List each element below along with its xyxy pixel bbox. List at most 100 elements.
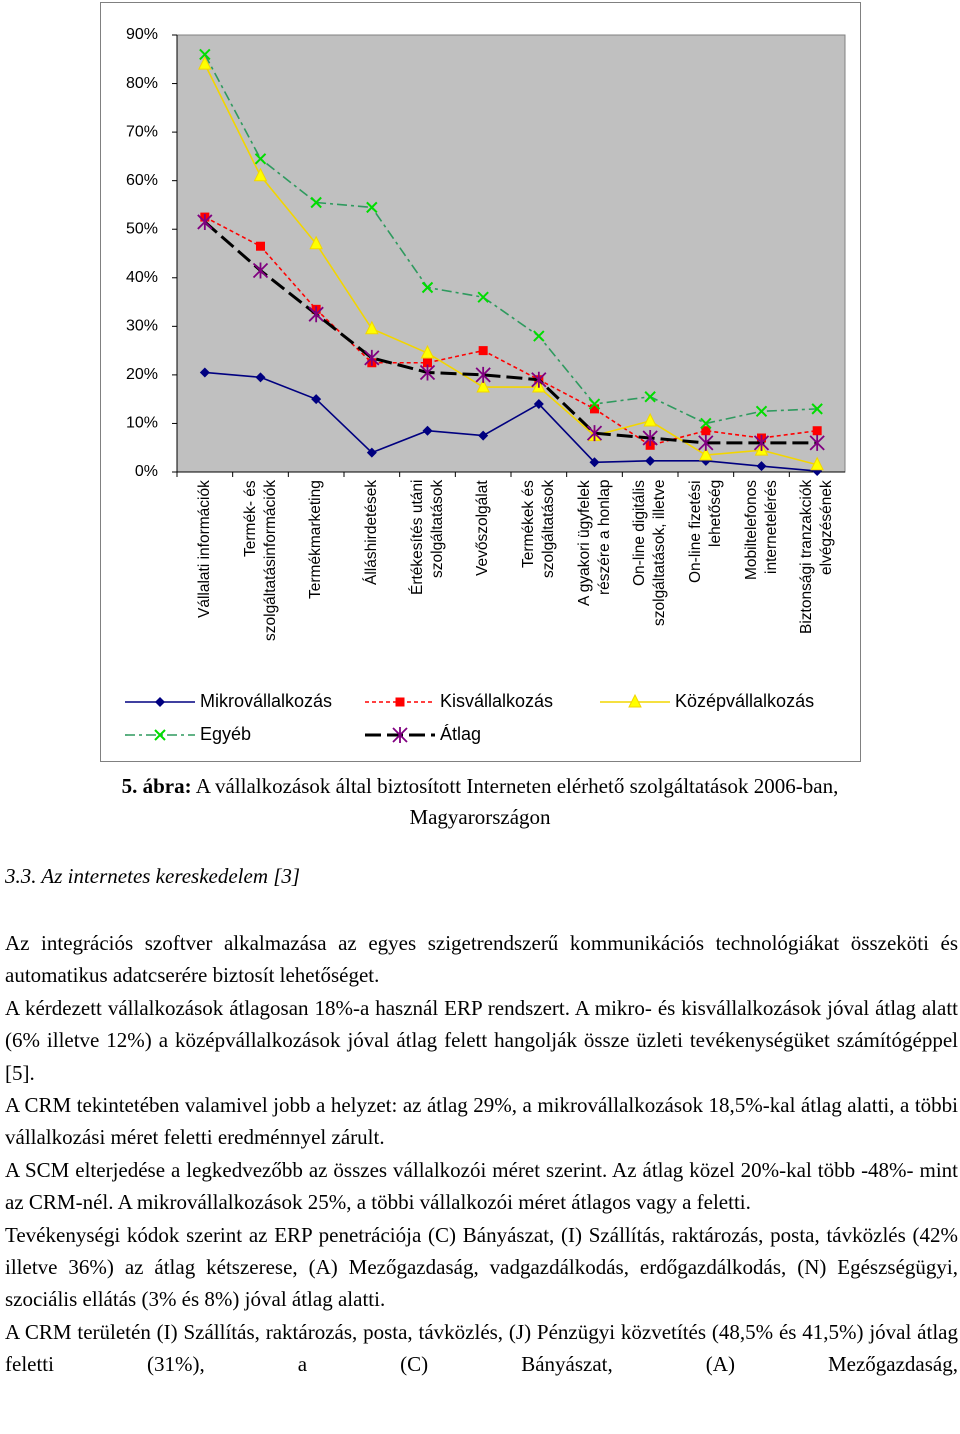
legend-marker: [628, 693, 642, 708]
x-tick-label: Értékesítés utáni szolgáltatások: [408, 480, 446, 596]
marker: [419, 364, 436, 381]
marker: [254, 153, 267, 165]
legend-marker: [155, 697, 165, 707]
legend-marker: [392, 727, 408, 743]
marker: [309, 235, 323, 250]
marker: [365, 320, 379, 335]
y-tick-label: 30%: [126, 318, 158, 335]
chart: 0% 10% 20% 30% 40% 50% 60% 70% 80% 90% Mikrovállal…: [100, 2, 861, 762]
marker: [699, 446, 713, 461]
x-tick-label: Termékmarketing: [307, 480, 325, 599]
legend-label: Mikrovállalkozás: [200, 691, 332, 711]
y-tick-label: 70%: [126, 123, 158, 140]
y-tick-label: 40%: [126, 269, 158, 286]
marker: [475, 366, 491, 383]
paragraph: A kérdezett vállalkozások átlagosan 18%-…: [5, 995, 958, 1085]
caption-label: 5. ábra:: [121, 774, 192, 798]
y-tick-label: 80%: [126, 75, 158, 92]
marker: [420, 344, 435, 359]
marker: [533, 330, 545, 342]
legend-label: Egyéb: [200, 724, 251, 744]
marker: [253, 167, 268, 182]
y-tick-label: 90%: [126, 26, 158, 43]
x-tick-label: On-line fizetési lehetőség: [686, 480, 724, 583]
marker: [311, 394, 322, 405]
series-line: [204, 371, 818, 472]
marker: [590, 404, 599, 414]
series: [198, 56, 824, 471]
series-line: [203, 220, 818, 445]
paragraph: Az integrációs szoftver alkalmazása az e…: [5, 931, 958, 988]
marker: [811, 403, 823, 415]
legend-marker: [395, 697, 405, 707]
series-line: [204, 216, 818, 447]
marker: [812, 426, 822, 436]
paragraph: A CRM tekintetében valamivel jobb a hely…: [5, 1093, 958, 1150]
marker: [199, 367, 210, 378]
body-text: Az integrációs szoftver alkalmazása az e…: [5, 927, 958, 1381]
x-tick-label: A gyakori ügyfelek részére a honlap: [575, 480, 613, 606]
marker: [310, 196, 322, 209]
marker: [531, 371, 547, 388]
paragraph: A SCM elterjedése a legkedvezőbb az össz…: [5, 1157, 958, 1215]
marker: [700, 417, 712, 430]
legend-label: Középvállalkozás: [675, 691, 814, 711]
x-tick-label: Termékek és szolgáltatások: [519, 480, 557, 579]
x-tick-label: On-line digitális szolgáltatások, illetv…: [631, 480, 669, 627]
marker: [644, 391, 656, 403]
marker: [421, 281, 434, 294]
chart-area: 0% 10% 20% 30% 40% 50% 60% 70% 80% 90% Mikrovállal…: [100, 2, 861, 762]
marker: [698, 434, 714, 451]
y-tick-label: 20%: [126, 366, 158, 383]
paragraph: A CRM területén (I) Szállítás, raktározá…: [5, 1319, 958, 1377]
marker: [810, 456, 824, 471]
marker: [256, 241, 265, 251]
legend-label: Átlag: [440, 724, 481, 744]
marker: [366, 447, 377, 458]
marker: [423, 358, 432, 368]
marker: [197, 213, 213, 230]
marker: [753, 434, 770, 451]
marker: [645, 455, 656, 466]
marker: [477, 291, 489, 303]
x-tick-label: Vevőszolgálat: [474, 480, 492, 576]
series: [199, 48, 823, 430]
marker: [588, 398, 601, 410]
y-tick-label: 0%: [135, 463, 158, 480]
marker: [586, 425, 603, 442]
marker: [199, 48, 211, 61]
series-line: [204, 63, 818, 466]
legend-marker: [154, 729, 166, 741]
plot-area: [176, 34, 846, 473]
marker: [589, 457, 600, 468]
series: [199, 367, 823, 477]
marker: [755, 405, 768, 418]
marker: [364, 349, 380, 366]
marker: [422, 425, 433, 436]
legend-label: Kisvállalkozás: [440, 691, 553, 711]
x-tick-label: Termék- és szolgáltatásinformációk: [241, 480, 279, 642]
figure-caption: 5. ábra: A vállalkozások által biztosíto…: [100, 771, 860, 833]
y-tick-label: 10%: [126, 415, 158, 432]
section-heading: 3.3. Az internetes kereskedelem [3]: [5, 864, 301, 888]
marker: [701, 426, 711, 436]
marker: [255, 372, 266, 383]
y-tick-label: 50%: [126, 220, 158, 237]
series-line: [204, 54, 818, 425]
marker: [252, 262, 269, 279]
x-tick-label: Mobiltelefonos internetelérés: [742, 480, 780, 580]
series: [197, 213, 825, 451]
x-tick-label: Biztonsági tranzakciók elvégzésének: [798, 480, 836, 635]
x-tick-label: Álláshirdetések: [362, 480, 380, 586]
marker: [198, 56, 212, 70]
y-tick-label: 60%: [126, 172, 158, 189]
marker: [642, 430, 658, 447]
x-tick-label: Vállalati információk: [195, 480, 213, 618]
marker: [809, 434, 825, 451]
marker: [643, 412, 657, 427]
marker: [476, 378, 490, 393]
marker: [533, 399, 544, 410]
marker: [478, 430, 489, 441]
